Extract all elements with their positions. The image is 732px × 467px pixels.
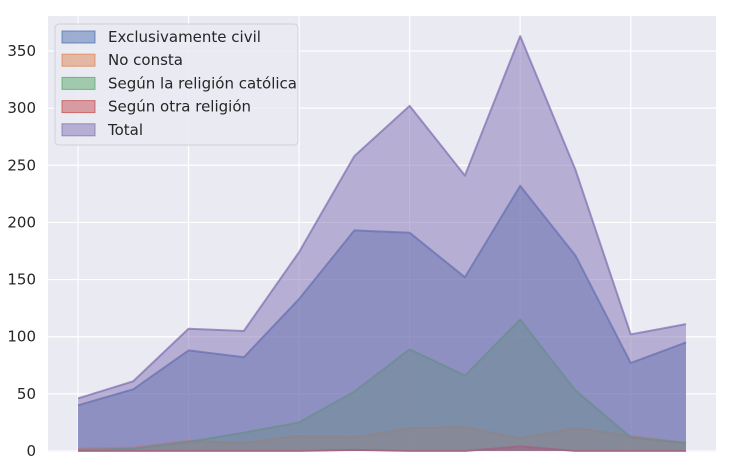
y-tick-label-0: 0 <box>26 442 36 460</box>
y-tick-label-6: 300 <box>7 99 36 117</box>
legend-swatch-0 <box>61 30 96 44</box>
legend-swatch-2 <box>61 76 96 90</box>
legend-label-3: Según otra religión <box>108 98 251 116</box>
y-tick-label-2: 100 <box>7 328 36 346</box>
legend-label-1: No consta <box>108 51 183 69</box>
legend-label-4: Total <box>107 121 143 139</box>
y-tick-label-1: 50 <box>17 385 36 403</box>
y-tick-label-3: 150 <box>7 271 36 289</box>
y-tick-label-5: 250 <box>7 156 36 174</box>
series-area-4 <box>78 36 686 452</box>
legend-swatch-1 <box>61 53 96 67</box>
legend: Exclusivamente civil No consta Según la re… <box>54 23 299 146</box>
series-areas <box>77 35 687 452</box>
legend-swatch-4 <box>61 123 96 137</box>
series-line-4 <box>77 35 687 400</box>
legend-label-2: Según la religión católica <box>108 74 297 92</box>
y-tick-label-7: 350 <box>7 42 36 60</box>
legend-box <box>54 23 299 146</box>
y-axis-ticks: 0 50 100 150 200 250 300 350 <box>7 42 36 460</box>
y-tick-label-4: 200 <box>7 213 36 231</box>
legend-label-0: Exclusivamente civil <box>108 28 261 46</box>
legend-swatch-3 <box>61 100 96 114</box>
